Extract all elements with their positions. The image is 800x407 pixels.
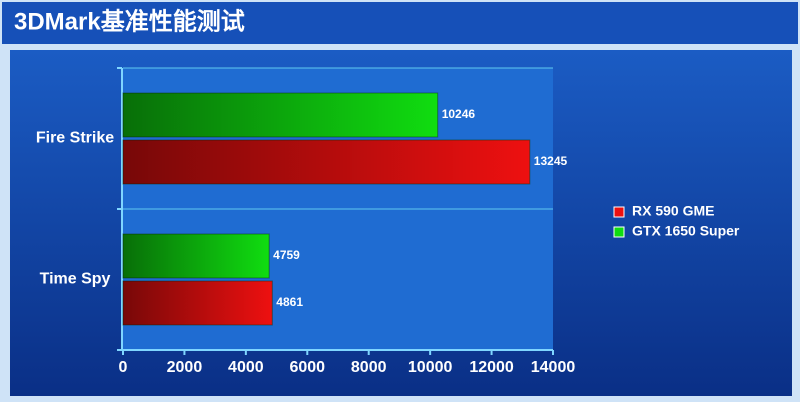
- x-tick-label: 2000: [167, 359, 203, 376]
- bar-shade: [123, 234, 270, 278]
- x-tick-label: 10000: [408, 359, 453, 376]
- data-label: 4759: [273, 248, 300, 262]
- x-tick-label: 14000: [531, 359, 576, 376]
- x-tick-label: 0: [119, 359, 128, 376]
- legend-label: RX 590 GME: [632, 203, 714, 219]
- x-tick-label: 12000: [469, 359, 514, 376]
- bar-shade: [123, 140, 530, 184]
- chart-title: 3DMark基准性能测试: [14, 7, 245, 35]
- data-label: 4861: [276, 295, 303, 309]
- bar-shade: [123, 281, 273, 325]
- x-tick-label: 4000: [228, 359, 264, 376]
- data-label: 13245: [534, 154, 568, 168]
- title-bar: [2, 2, 798, 44]
- legend-swatch: [613, 226, 625, 238]
- bar-shade: [123, 93, 438, 137]
- x-tick-label: 6000: [289, 359, 325, 376]
- x-tick-label: 8000: [351, 359, 387, 376]
- category-label: Time Spy: [40, 271, 111, 288]
- category-label: Fire Strike: [36, 130, 114, 147]
- data-label: 10246: [442, 107, 476, 121]
- legend-swatch: [613, 206, 625, 218]
- legend-label: GTX 1650 Super: [632, 223, 740, 239]
